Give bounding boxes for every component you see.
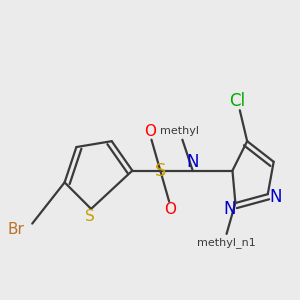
Text: S: S bbox=[85, 209, 94, 224]
Text: methyl_n1: methyl_n1 bbox=[197, 237, 256, 248]
Text: O: O bbox=[144, 124, 156, 139]
Text: N: N bbox=[186, 153, 199, 171]
Text: O: O bbox=[165, 202, 177, 217]
Text: N: N bbox=[223, 200, 236, 218]
Text: N: N bbox=[270, 188, 282, 206]
Text: S: S bbox=[154, 162, 166, 180]
Text: methyl: methyl bbox=[160, 126, 199, 136]
Text: Cl: Cl bbox=[229, 92, 245, 110]
Text: Br: Br bbox=[8, 222, 25, 237]
